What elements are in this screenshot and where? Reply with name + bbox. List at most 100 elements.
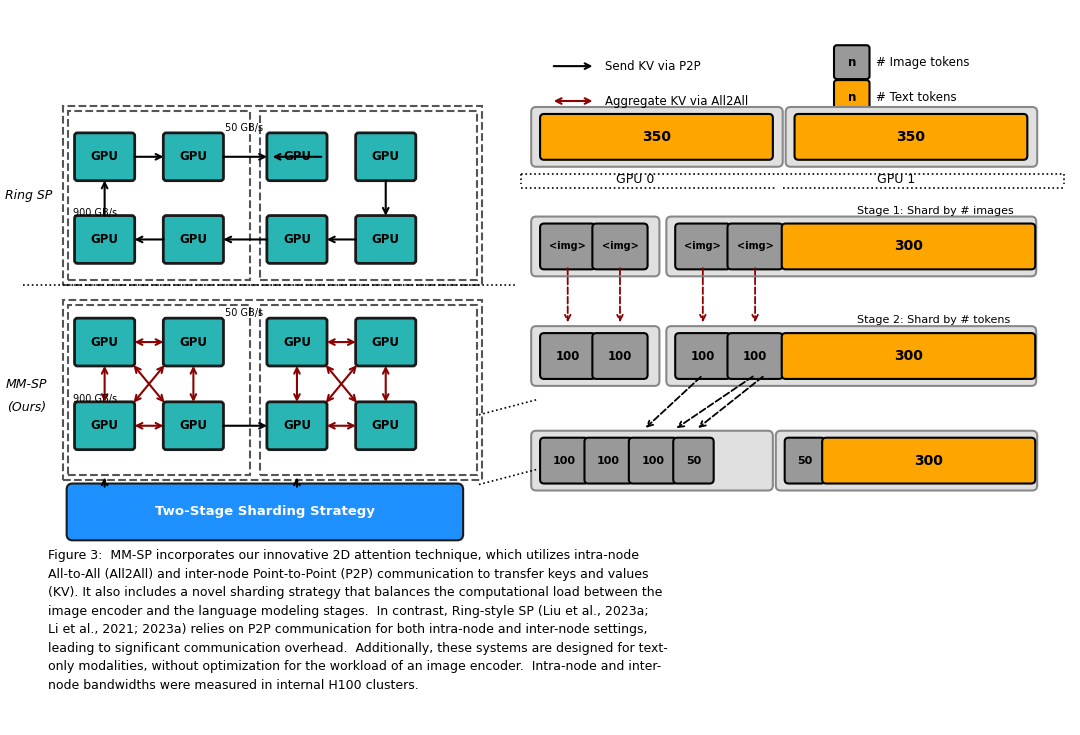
Text: # Text tokens: # Text tokens: [876, 90, 957, 104]
FancyBboxPatch shape: [775, 431, 1037, 490]
Text: MM-SP: MM-SP: [5, 379, 46, 392]
Text: <img>: <img>: [685, 241, 721, 251]
FancyBboxPatch shape: [795, 114, 1027, 159]
Text: Ring SP: Ring SP: [4, 189, 52, 202]
FancyBboxPatch shape: [666, 217, 1036, 276]
FancyBboxPatch shape: [531, 431, 773, 490]
Text: 100: 100: [597, 456, 620, 465]
FancyBboxPatch shape: [629, 438, 677, 484]
FancyBboxPatch shape: [834, 80, 869, 114]
Text: GPU: GPU: [372, 419, 400, 432]
Text: GPU: GPU: [91, 150, 119, 163]
FancyBboxPatch shape: [592, 333, 648, 379]
Text: Stage 1: Shard by # images: Stage 1: Shard by # images: [856, 206, 1013, 215]
Text: 100: 100: [743, 350, 767, 362]
Text: GPU: GPU: [283, 150, 311, 163]
Bar: [63, 300, 482, 479]
Text: GPU: GPU: [179, 150, 207, 163]
FancyBboxPatch shape: [531, 326, 660, 386]
FancyBboxPatch shape: [163, 133, 224, 181]
Text: 300: 300: [915, 453, 943, 467]
Text: Send KV via P2P: Send KV via P2P: [605, 60, 701, 73]
Text: Aggregate KV via All2All: Aggregate KV via All2All: [605, 95, 748, 107]
Text: 100: 100: [553, 456, 576, 465]
FancyBboxPatch shape: [163, 318, 224, 366]
Text: 50 GB/s: 50 GB/s: [226, 308, 264, 318]
Text: GPU: GPU: [91, 336, 119, 348]
FancyBboxPatch shape: [267, 402, 327, 450]
Text: 900 GB/s: 900 GB/s: [72, 394, 117, 404]
Text: 350: 350: [896, 130, 926, 144]
FancyBboxPatch shape: [540, 438, 589, 484]
FancyBboxPatch shape: [267, 318, 327, 366]
Text: 900 GB/s: 900 GB/s: [72, 207, 117, 218]
FancyBboxPatch shape: [675, 223, 730, 269]
Text: Stage 2: Shard by # tokens: Stage 2: Shard by # tokens: [856, 315, 1010, 325]
Bar: [63, 106, 482, 285]
FancyBboxPatch shape: [163, 215, 224, 263]
FancyBboxPatch shape: [355, 402, 416, 450]
FancyBboxPatch shape: [67, 484, 463, 540]
Text: GPU: GPU: [372, 233, 400, 246]
Bar: [260, 305, 477, 475]
Bar: [260, 111, 477, 280]
FancyBboxPatch shape: [584, 438, 633, 484]
Text: 300: 300: [894, 240, 923, 254]
Text: 350: 350: [642, 130, 671, 144]
Text: GPU: GPU: [283, 336, 311, 348]
Text: n: n: [848, 56, 856, 68]
FancyBboxPatch shape: [531, 217, 660, 276]
Text: 100: 100: [555, 350, 580, 362]
Text: GPU: GPU: [179, 336, 207, 348]
Text: GPU: GPU: [91, 233, 119, 246]
Text: GPU 1: GPU 1: [877, 173, 915, 186]
Text: Figure 3:  MM-SP incorporates our innovative 2D attention technique, which utili: Figure 3: MM-SP incorporates our innovat…: [48, 549, 667, 692]
FancyBboxPatch shape: [75, 215, 135, 263]
FancyBboxPatch shape: [782, 333, 1036, 379]
Text: <img>: <img>: [602, 241, 638, 251]
Text: 100: 100: [642, 456, 664, 465]
FancyBboxPatch shape: [673, 438, 714, 484]
FancyBboxPatch shape: [592, 223, 648, 269]
Text: 100: 100: [690, 350, 715, 362]
FancyBboxPatch shape: [540, 333, 595, 379]
Text: (Ours): (Ours): [6, 401, 45, 415]
Text: 50: 50: [686, 456, 701, 465]
Text: GPU: GPU: [283, 233, 311, 246]
FancyBboxPatch shape: [675, 333, 730, 379]
FancyBboxPatch shape: [355, 318, 416, 366]
FancyBboxPatch shape: [728, 223, 783, 269]
FancyBboxPatch shape: [782, 223, 1036, 269]
FancyBboxPatch shape: [785, 438, 825, 484]
Text: GPU: GPU: [91, 419, 119, 432]
Text: 50 GB/s: 50 GB/s: [226, 123, 264, 133]
Text: <img>: <img>: [737, 241, 773, 251]
Text: <img>: <img>: [550, 241, 586, 251]
FancyBboxPatch shape: [75, 402, 135, 450]
Text: 300: 300: [894, 349, 923, 363]
FancyBboxPatch shape: [267, 133, 327, 181]
FancyBboxPatch shape: [75, 133, 135, 181]
Text: GPU: GPU: [179, 233, 207, 246]
FancyBboxPatch shape: [531, 107, 783, 167]
Text: GPU: GPU: [283, 419, 311, 432]
FancyBboxPatch shape: [355, 215, 416, 263]
FancyBboxPatch shape: [785, 107, 1037, 167]
FancyBboxPatch shape: [163, 402, 224, 450]
FancyBboxPatch shape: [666, 326, 1036, 386]
FancyBboxPatch shape: [540, 223, 595, 269]
Text: GPU 0: GPU 0: [616, 173, 654, 186]
Text: 50: 50: [797, 456, 812, 465]
FancyBboxPatch shape: [355, 133, 416, 181]
FancyBboxPatch shape: [540, 114, 773, 159]
Text: GPU: GPU: [372, 150, 400, 163]
Text: 100: 100: [608, 350, 632, 362]
Text: GPU: GPU: [179, 419, 207, 432]
Text: GPU: GPU: [372, 336, 400, 348]
FancyBboxPatch shape: [822, 438, 1036, 484]
FancyBboxPatch shape: [75, 318, 135, 366]
Bar: [68, 111, 251, 280]
Text: Two-Stage Sharding Strategy: Two-Stage Sharding Strategy: [154, 506, 375, 518]
FancyBboxPatch shape: [728, 333, 783, 379]
Text: n: n: [848, 90, 856, 104]
